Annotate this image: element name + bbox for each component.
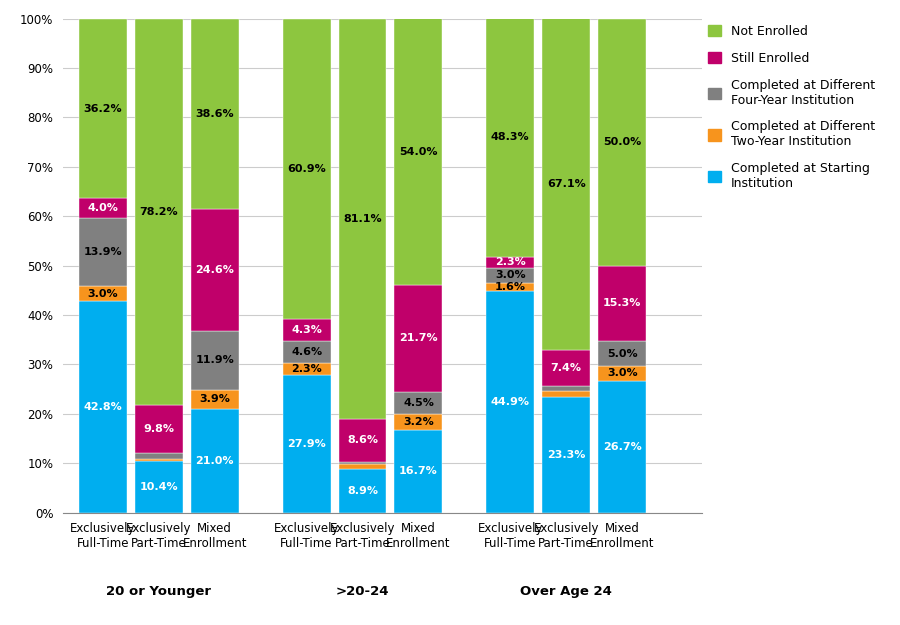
Bar: [338, 19, 386, 419]
Bar: [283, 319, 330, 341]
Text: 26.7%: 26.7%: [603, 442, 642, 452]
Text: 11.9%: 11.9%: [195, 355, 234, 365]
Bar: [598, 19, 646, 266]
Bar: [598, 366, 646, 381]
Bar: [486, 291, 535, 512]
Bar: [394, 430, 443, 512]
Text: 9.8%: 9.8%: [143, 424, 175, 434]
Text: 44.9%: 44.9%: [491, 397, 530, 407]
Bar: [542, 349, 590, 386]
Bar: [283, 375, 330, 512]
Bar: [338, 469, 386, 512]
Bar: [394, 392, 443, 414]
Bar: [191, 389, 238, 409]
Text: 4.3%: 4.3%: [292, 325, 322, 335]
Text: Over Age 24: Over Age 24: [520, 585, 612, 597]
Bar: [598, 381, 646, 512]
Text: 54.0%: 54.0%: [400, 147, 437, 157]
Bar: [542, 18, 590, 349]
Text: >20-24: >20-24: [336, 585, 390, 597]
Bar: [191, 209, 238, 331]
Bar: [191, 409, 238, 512]
Bar: [338, 462, 386, 464]
Text: 7.4%: 7.4%: [551, 363, 581, 373]
Bar: [394, 414, 443, 430]
Text: 3.9%: 3.9%: [199, 394, 230, 404]
Bar: [598, 341, 646, 366]
Bar: [79, 19, 127, 198]
Bar: [394, 18, 443, 285]
Text: 42.8%: 42.8%: [84, 402, 122, 412]
Text: 5.0%: 5.0%: [607, 349, 637, 359]
Text: 16.7%: 16.7%: [399, 466, 437, 476]
Bar: [79, 217, 127, 286]
Text: 27.9%: 27.9%: [287, 439, 326, 449]
Bar: [79, 286, 127, 301]
Text: 38.6%: 38.6%: [195, 109, 234, 119]
Bar: [542, 386, 590, 391]
Text: 21.0%: 21.0%: [195, 456, 234, 466]
Bar: [542, 391, 590, 398]
Bar: [486, 257, 535, 268]
Text: 24.6%: 24.6%: [195, 265, 234, 275]
Text: 3.0%: 3.0%: [495, 271, 526, 281]
Bar: [542, 398, 590, 512]
Text: 13.9%: 13.9%: [84, 247, 122, 257]
Bar: [135, 405, 183, 453]
Bar: [135, 461, 183, 512]
Bar: [79, 301, 127, 512]
Bar: [283, 19, 330, 319]
Text: 15.3%: 15.3%: [603, 298, 642, 308]
Text: 2.3%: 2.3%: [495, 258, 526, 268]
Text: 67.1%: 67.1%: [547, 179, 586, 189]
Text: 3.0%: 3.0%: [87, 289, 118, 299]
Text: 20 or Younger: 20 or Younger: [106, 585, 212, 597]
Bar: [135, 459, 183, 461]
Text: 48.3%: 48.3%: [491, 132, 529, 142]
Bar: [394, 285, 443, 392]
Text: 78.2%: 78.2%: [140, 207, 178, 217]
Text: 8.9%: 8.9%: [347, 486, 378, 496]
Text: 4.6%: 4.6%: [291, 347, 322, 357]
Text: 1.6%: 1.6%: [495, 282, 526, 292]
Text: 3.0%: 3.0%: [607, 368, 637, 378]
Bar: [486, 18, 535, 257]
Text: 4.5%: 4.5%: [403, 398, 434, 408]
Bar: [191, 331, 238, 389]
Bar: [283, 363, 330, 375]
Bar: [135, 19, 183, 405]
Text: 3.2%: 3.2%: [403, 417, 434, 427]
Bar: [486, 268, 535, 283]
Text: 2.3%: 2.3%: [292, 364, 322, 374]
Text: 10.4%: 10.4%: [140, 482, 178, 492]
Text: 8.6%: 8.6%: [347, 436, 378, 446]
Text: 23.3%: 23.3%: [547, 450, 585, 460]
Bar: [338, 464, 386, 469]
Bar: [135, 453, 183, 459]
Text: 36.2%: 36.2%: [84, 104, 122, 114]
Text: 50.0%: 50.0%: [603, 137, 641, 147]
Bar: [79, 198, 127, 217]
Bar: [598, 266, 646, 341]
Bar: [191, 19, 238, 209]
Text: 21.7%: 21.7%: [399, 334, 437, 344]
Text: 4.0%: 4.0%: [87, 203, 119, 213]
Legend: Not Enrolled, Still Enrolled, Completed at Different
Four-Year Institution, Comp: Not Enrolled, Still Enrolled, Completed …: [708, 25, 875, 190]
Bar: [283, 341, 330, 363]
Bar: [486, 283, 535, 291]
Text: 60.9%: 60.9%: [287, 164, 326, 174]
Bar: [338, 419, 386, 462]
Text: 81.1%: 81.1%: [343, 214, 382, 224]
